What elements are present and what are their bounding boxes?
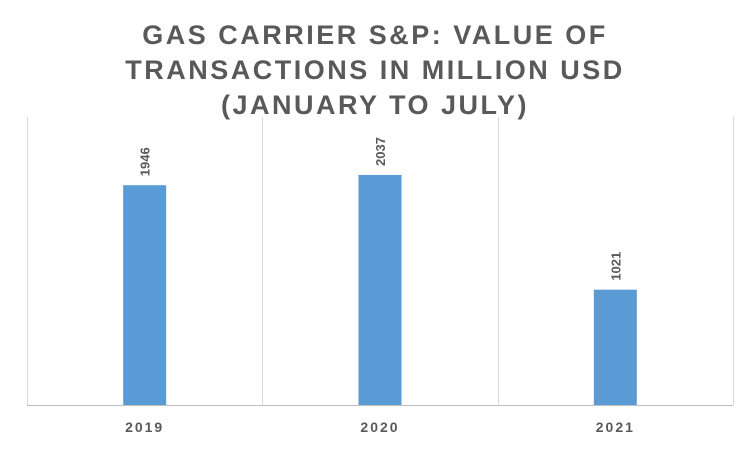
data-label-2019: 1946 bbox=[138, 147, 153, 176]
chart-title-line-3: (JANUARY TO JULY) bbox=[220, 90, 530, 120]
x-tick-label-2021: 2021 bbox=[596, 419, 635, 435]
x-tick-label-2020: 2020 bbox=[360, 419, 399, 435]
chart-title-line-1: GAS CARRIER S&P: VALUE OF bbox=[142, 20, 608, 50]
bar-2021 bbox=[593, 289, 637, 405]
x-tick-label-2019: 2019 bbox=[125, 419, 164, 435]
bar-2020 bbox=[358, 174, 402, 405]
data-label-2021: 1021 bbox=[608, 252, 623, 281]
chart-title: GAS CARRIER S&P: VALUE OF TRANSACTIONS I… bbox=[0, 18, 750, 123]
chart-title-line-2: TRANSACTIONS IN MILLION USD bbox=[125, 55, 625, 85]
data-label-2020: 2037 bbox=[373, 137, 388, 166]
bar-2019 bbox=[123, 185, 167, 405]
